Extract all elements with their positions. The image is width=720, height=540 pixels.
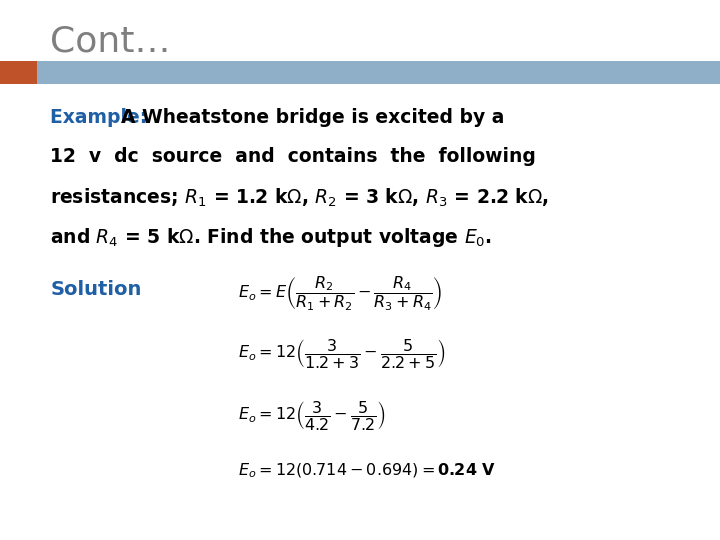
Bar bbox=[37, 61, 720, 84]
Text: and $\mathit{R}_4$ = 5 k$\Omega$. Find the output voltage $\mathit{E}_0$.: and $\mathit{R}_4$ = 5 k$\Omega$. Find t… bbox=[50, 226, 492, 249]
Text: Example:: Example: bbox=[50, 108, 154, 127]
Text: Cont…: Cont… bbox=[50, 24, 171, 58]
Text: $E_o = E\left(\dfrac{R_2}{R_1 + R_2} - \dfrac{R_4}{R_3 + R_4}\right)$: $E_o = E\left(\dfrac{R_2}{R_1 + R_2} - \… bbox=[238, 275, 442, 313]
Text: Solution: Solution bbox=[50, 280, 142, 299]
Bar bbox=[0, 61, 37, 84]
Text: A Wheatstone bridge is excited by a: A Wheatstone bridge is excited by a bbox=[121, 108, 504, 127]
Text: $E_o = 12\left(\dfrac{3}{1.2 + 3} - \dfrac{5}{2.2 + 5}\right)$: $E_o = 12\left(\dfrac{3}{1.2 + 3} - \dfr… bbox=[238, 337, 446, 370]
Text: resistances; $\mathit{R}_1$ = 1.2 k$\Omega$, $\mathit{R}_2$ = 3 k$\Omega$, $\mat: resistances; $\mathit{R}_1$ = 1.2 k$\Ome… bbox=[50, 187, 549, 209]
Text: 12  v  dc  source  and  contains  the  following: 12 v dc source and contains the followin… bbox=[50, 147, 536, 166]
Text: $E_o = 12(0.714 - 0.694) = \mathbf{0.24\ V}$: $E_o = 12(0.714 - 0.694) = \mathbf{0.24\… bbox=[238, 461, 495, 480]
Text: $E_o = 12\left(\dfrac{3}{4.2} - \dfrac{5}{7.2}\right)$: $E_o = 12\left(\dfrac{3}{4.2} - \dfrac{5… bbox=[238, 399, 386, 432]
